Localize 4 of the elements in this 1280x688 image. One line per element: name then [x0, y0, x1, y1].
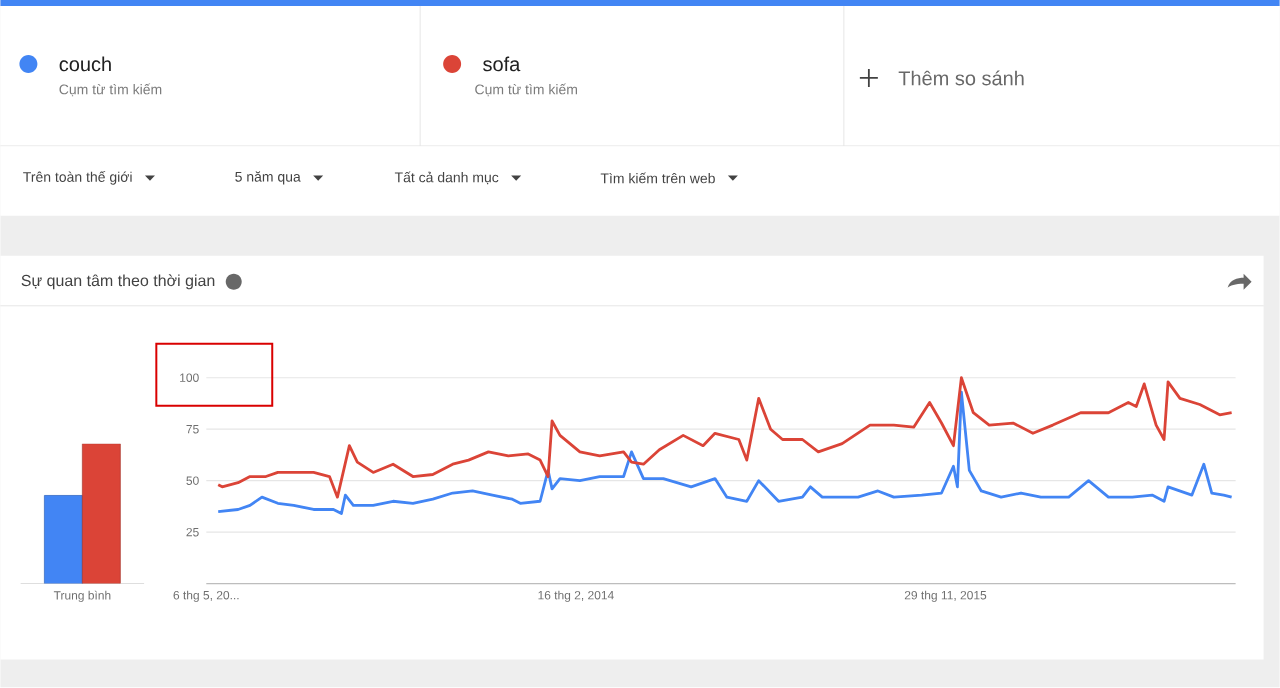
- legend-label: sofa: [483, 56, 521, 72]
- text: Thêm so sánh: [898, 70, 1024, 86]
- line-series: [216, 390, 1234, 516]
- legend-label: couch: [59, 56, 111, 72]
